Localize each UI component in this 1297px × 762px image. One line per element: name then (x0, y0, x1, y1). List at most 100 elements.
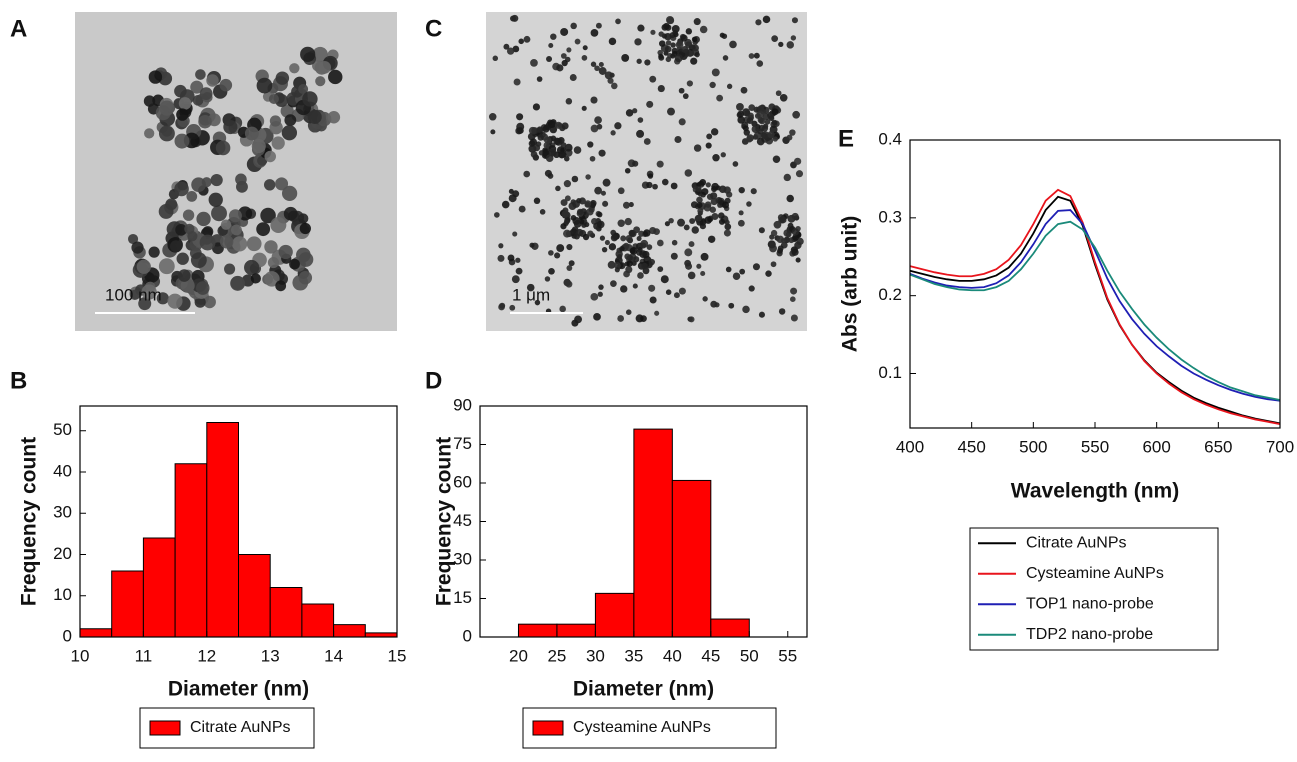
particle (748, 285, 755, 292)
particle (728, 302, 735, 309)
particle (789, 129, 796, 136)
particle (513, 78, 521, 86)
y-tick-label: 45 (453, 511, 472, 530)
particle (737, 116, 745, 124)
particle (564, 143, 573, 152)
particle (658, 54, 665, 61)
particle (532, 103, 541, 111)
particle (501, 200, 510, 209)
particle (156, 292, 169, 305)
particle (761, 131, 770, 140)
particle (518, 38, 524, 45)
particle (657, 266, 664, 273)
particle (596, 211, 603, 218)
particle (230, 275, 246, 291)
particle (610, 280, 617, 287)
particle (636, 129, 645, 138)
particle (533, 144, 541, 152)
particle (546, 56, 553, 63)
particle (523, 35, 531, 43)
particle (723, 229, 731, 237)
particle (646, 244, 653, 250)
particle (219, 234, 234, 249)
particle (574, 315, 582, 324)
particle (696, 196, 703, 204)
particle (569, 74, 577, 82)
x-tick-label: 12 (197, 646, 216, 665)
particle (176, 252, 189, 265)
particle (736, 102, 744, 111)
particle (511, 275, 520, 284)
particle (750, 188, 757, 195)
particle (626, 260, 633, 267)
particle (512, 190, 520, 198)
particle (620, 285, 628, 293)
particle (298, 271, 313, 285)
particle (582, 45, 588, 51)
particle (684, 169, 693, 177)
particle (169, 240, 183, 253)
particle (742, 305, 750, 314)
particle (670, 252, 678, 260)
y-tick-label: 15 (453, 588, 472, 607)
particle (509, 304, 516, 311)
x-tick-label: 10 (71, 646, 90, 665)
particle (765, 270, 772, 277)
particle (772, 136, 778, 142)
particle (298, 84, 309, 95)
particle (178, 97, 192, 110)
particle (608, 37, 617, 46)
particle (220, 219, 232, 230)
particle (228, 209, 242, 223)
particle (129, 289, 141, 300)
particle (264, 240, 278, 254)
y-tick-label: 0.3 (878, 207, 902, 226)
particle (720, 152, 726, 158)
particle (494, 212, 500, 218)
bar (301, 603, 335, 638)
particle (791, 248, 799, 256)
particle (643, 229, 651, 237)
particle (653, 228, 660, 235)
particle (563, 219, 570, 225)
particle (529, 242, 535, 248)
particle (590, 292, 599, 301)
particle (638, 230, 645, 237)
particle (526, 283, 535, 292)
particle (256, 222, 271, 237)
particle (604, 240, 610, 246)
particle (608, 243, 617, 251)
particle (716, 94, 724, 102)
particle (208, 192, 223, 207)
particle (712, 154, 720, 162)
particle (691, 226, 699, 234)
particle (790, 35, 797, 41)
particle (251, 139, 266, 154)
particle (281, 125, 298, 141)
x-tick-label: 35 (624, 646, 643, 665)
particle (693, 18, 701, 26)
particle (772, 155, 781, 163)
x-tick-label: 40 (663, 646, 682, 665)
particle (757, 105, 765, 113)
legend-label: Cysteamine AuNPs (1026, 565, 1164, 582)
particle (649, 296, 657, 304)
particle (573, 146, 582, 154)
particle (530, 58, 538, 67)
x-tick-label: 13 (261, 646, 280, 665)
particle (587, 141, 594, 148)
particle (611, 82, 618, 90)
bar (556, 623, 596, 638)
particle (561, 59, 568, 67)
particle (492, 55, 499, 62)
particle (534, 299, 541, 306)
particle (758, 311, 765, 318)
particle (726, 191, 733, 198)
particle (599, 235, 606, 241)
particle (595, 22, 602, 29)
particle (677, 218, 686, 227)
x-tick-label: 400 (896, 437, 924, 456)
particle (561, 210, 569, 218)
particle (593, 312, 601, 321)
particle (566, 243, 573, 251)
